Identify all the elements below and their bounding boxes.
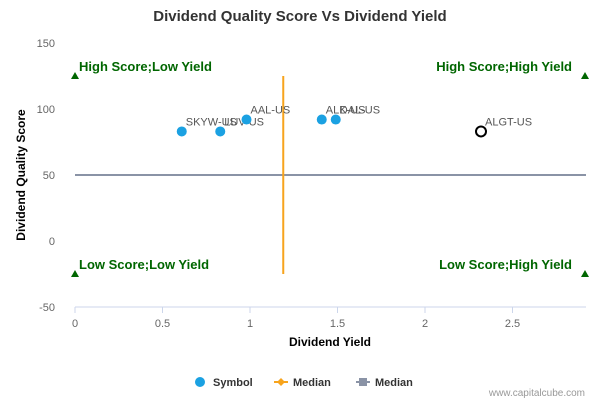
quadrant-marker (581, 72, 589, 79)
credit-text: www.capitalcube.com (488, 388, 585, 399)
x-tick-label: 1 (247, 318, 253, 330)
data-point-label: SKYW-US (186, 116, 237, 128)
quadrant-marker (71, 72, 79, 79)
legend-label: Median (293, 377, 331, 389)
x-tick-label: 1.5 (330, 318, 345, 330)
x-axis-title: Dividend Yield (289, 335, 371, 349)
data-point (176, 126, 187, 137)
x-tick-label: 2 (422, 318, 428, 330)
quadrant-marker (71, 270, 79, 277)
quadrant-label: High Score;Low Yield (79, 59, 212, 74)
data-point-label: ALK-US (326, 105, 366, 117)
legend-square-marker (359, 378, 367, 386)
data-point (475, 125, 487, 138)
chart-title: Dividend Quality Score Vs Dividend Yield (153, 8, 446, 25)
y-tick-label: 100 (37, 104, 55, 116)
y-tick-label: 150 (37, 38, 55, 50)
y-axis-title: Dividend Quality Score (14, 109, 28, 241)
x-tick-label: 0.5 (155, 318, 170, 330)
data-point (316, 114, 327, 125)
x-tick-label: 0 (72, 318, 78, 330)
y-tick-label: 50 (43, 170, 55, 182)
data-point-label: ALGT-US (485, 116, 532, 128)
quadrant-label: High Score;High Yield (436, 59, 572, 74)
legend-diamond-marker (277, 378, 285, 386)
quadrant-label: Low Score;High Yield (439, 257, 572, 272)
quadrant-marker (581, 270, 589, 277)
data-point (330, 114, 341, 125)
plot-area: 0 0.5 1 1.5 2 2.5 150 100 50 0 -50 High Score;Low Y… (37, 38, 589, 330)
x-tick-label: 2.5 (505, 318, 520, 330)
quadrant-label: Low Score;Low Yield (79, 257, 209, 272)
legend: Symbol Median Median (195, 377, 413, 389)
data-point (215, 126, 226, 137)
data-point (241, 114, 252, 125)
legend-symbol-marker (195, 377, 205, 387)
y-tick-label: -50 (39, 302, 55, 314)
y-tick-label: 0 (49, 236, 55, 248)
legend-label: Median (375, 377, 413, 389)
data-point-label: AAL-US (251, 105, 291, 117)
data-point-label: DAL-US (340, 105, 380, 117)
legend-label: Symbol (213, 377, 253, 389)
